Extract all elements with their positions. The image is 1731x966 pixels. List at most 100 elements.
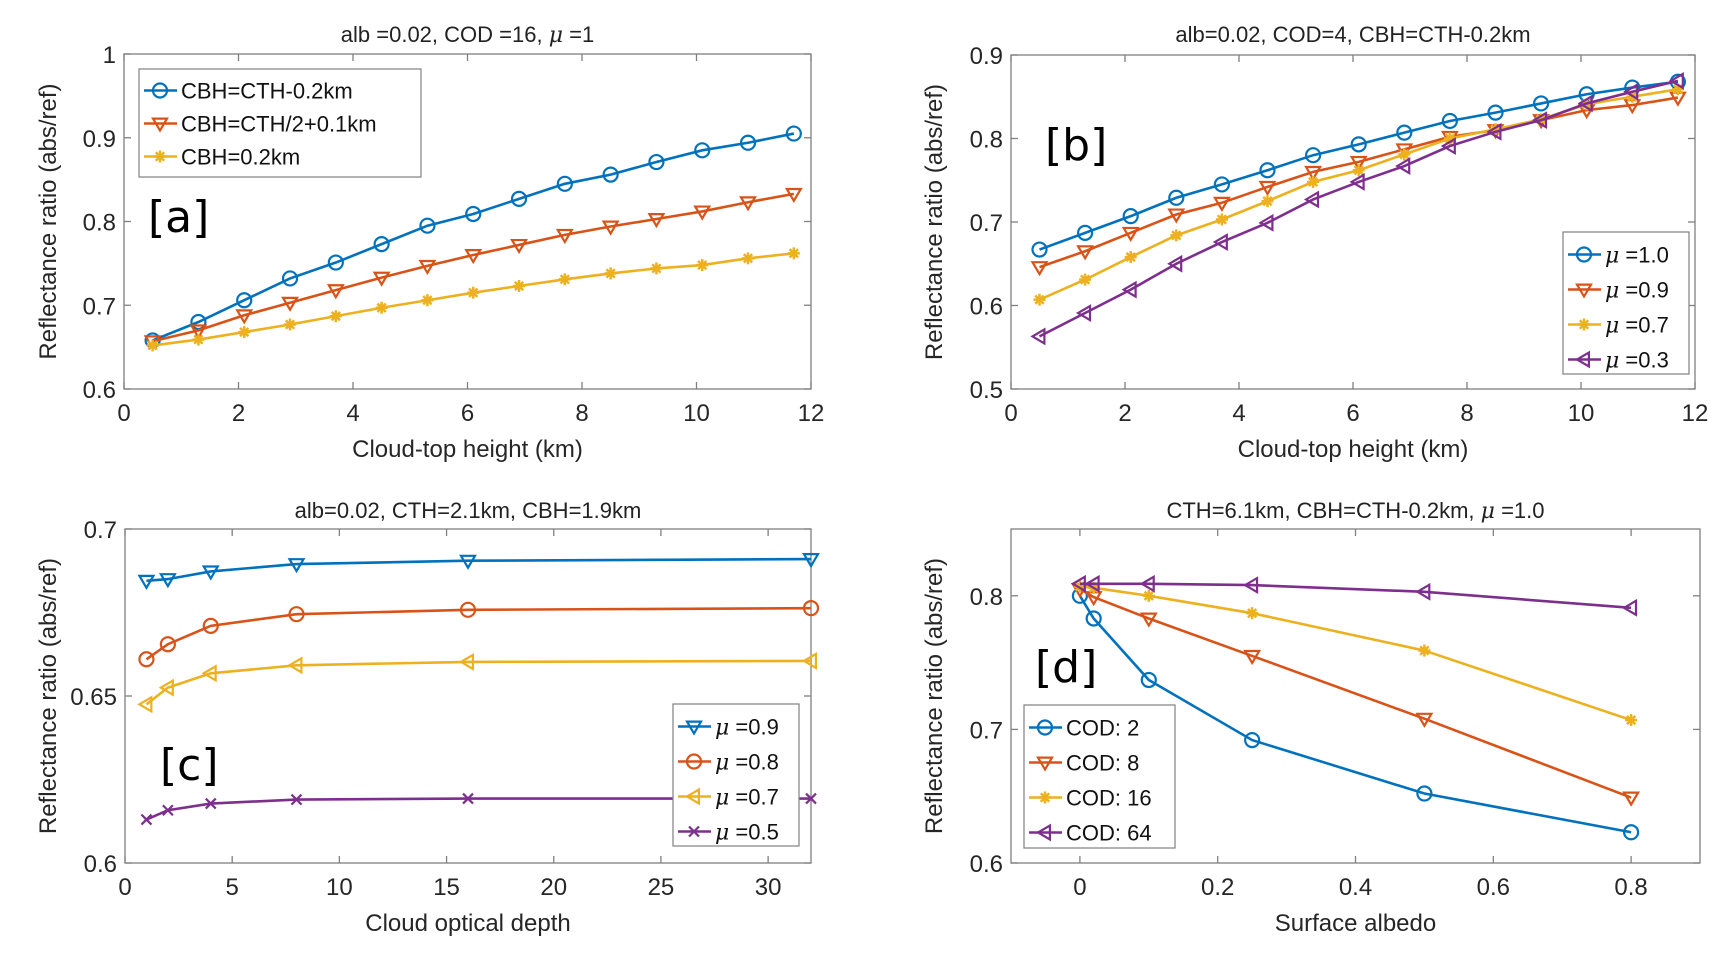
data-point (419, 217, 436, 234)
data-point (1350, 136, 1367, 153)
legend-item: μ =0.5 (678, 820, 779, 846)
data-point (287, 558, 306, 574)
data-point (1033, 293, 1046, 306)
data-point (1398, 148, 1411, 161)
series-line (145, 797, 811, 821)
data-point (1075, 304, 1092, 322)
data-point (202, 617, 219, 634)
data-point (1030, 261, 1049, 277)
legend-label: μ =0.7 (1605, 313, 1669, 339)
legend: COD: 2 COD: 8 COD: 16 COD: 64 (1023, 704, 1176, 849)
legend: CBH=CTH-0.2km CBH=CTH/2+0.1km CBH=0.2km (138, 68, 422, 178)
legend-label: μ =0.8 (715, 750, 779, 776)
y-tick-label: 0.7 (970, 210, 1003, 237)
legend-item: μ =0.3 (1568, 348, 1669, 374)
data-point (1440, 137, 1456, 155)
legend-marker-icon (1039, 791, 1051, 804)
data-point (418, 259, 437, 276)
data-point (1395, 157, 1411, 175)
x-axis-label: Surface albedo (1275, 910, 1436, 937)
data-point (1140, 671, 1157, 689)
data-point (137, 574, 156, 590)
data-point (1076, 224, 1094, 241)
legend-label: μ =0.7 (715, 785, 779, 811)
data-point (288, 606, 305, 623)
legend-marker-icon (688, 825, 700, 838)
legend-label: COD: 2 (1066, 716, 1139, 741)
data-point (1124, 251, 1137, 264)
legend-item: CBH=CTH-0.2km (144, 79, 353, 104)
series-a-2 (146, 247, 800, 352)
data-point (801, 652, 818, 670)
data-point (742, 252, 755, 265)
y-tick-label: 0.7 (970, 717, 1003, 744)
legend-label: μ =1.0 (1605, 243, 1669, 269)
series-d-0 (1071, 587, 1640, 841)
x-tick-label: 25 (648, 874, 675, 901)
data-point (1352, 164, 1365, 177)
x-tick-label: 5 (226, 874, 239, 901)
data-point (373, 236, 390, 253)
data-point (1244, 731, 1261, 749)
legend-item: μ =0.9 (678, 715, 779, 741)
y-tick-label: 0.8 (970, 127, 1003, 154)
data-point (1079, 273, 1092, 286)
data-point (1307, 175, 1320, 188)
series-line (152, 132, 795, 342)
y-tick-label: 0.6 (970, 294, 1003, 321)
data-point (465, 205, 482, 223)
data-point (650, 262, 663, 275)
chart-title: alb=0.02, CTH=2.1km, CBH=1.9km (295, 498, 642, 523)
x-tick-label: 0.6 (1477, 874, 1510, 901)
y-axis-label: Reflectance ratio (abs/ref) (35, 558, 62, 834)
data-point (162, 804, 174, 817)
x-tick-label: 8 (575, 400, 588, 427)
data-point (284, 318, 297, 331)
series-line (1078, 595, 1632, 834)
legend-label: CBH=CTH/2+0.1km (181, 112, 377, 137)
data-point (1246, 607, 1259, 620)
y-tick-label: 0.7 (83, 293, 116, 320)
x-tick-label: 6 (461, 400, 474, 427)
legend: μ =0.9 μ =0.8 μ =0.7 μ =0.5 (672, 703, 800, 847)
data-point (138, 651, 155, 668)
data-point (513, 279, 526, 292)
legend-item: COD: 16 (1029, 786, 1152, 811)
x-tick-label: 10 (1568, 400, 1595, 427)
data-point (648, 153, 665, 171)
legend: μ =1.0 μ =0.9 μ =0.7 μ =0.3 (1562, 231, 1690, 375)
data-point (236, 292, 253, 309)
y-tick-label: 0.6 (970, 851, 1003, 878)
data-point (1167, 208, 1186, 224)
y-axis-label: Reflectance ratio (abs/ref) (921, 558, 948, 834)
legend-box (138, 68, 422, 178)
data-point (192, 333, 205, 346)
series-c-1 (138, 600, 820, 668)
data-point (510, 238, 528, 255)
data-point (1213, 176, 1231, 193)
data-point (647, 212, 666, 229)
data-point (201, 565, 220, 581)
data-point (326, 284, 345, 300)
data-point (1258, 180, 1277, 197)
data-point (1085, 610, 1102, 627)
data-point (290, 793, 303, 806)
series-line (1079, 587, 1632, 799)
data-point (785, 125, 802, 142)
legend-marker-icon (1575, 246, 1593, 263)
data-point (739, 196, 757, 212)
data-point (802, 600, 820, 617)
legend-marker-icon (685, 753, 703, 770)
data-point (467, 286, 480, 299)
legend-item: μ =0.7 (678, 785, 779, 811)
data-point (1121, 280, 1137, 299)
data-point (1415, 712, 1434, 728)
data-point (510, 190, 528, 207)
data-point (1415, 582, 1431, 601)
y-tick-label: 0.7 (84, 517, 117, 544)
series-line (1079, 582, 1632, 610)
x-tick-label: 8 (1460, 400, 1473, 427)
x-tick-label: 0.8 (1614, 874, 1647, 901)
legend-item: COD: 8 (1029, 751, 1139, 776)
x-tick-label: 10 (326, 874, 353, 901)
